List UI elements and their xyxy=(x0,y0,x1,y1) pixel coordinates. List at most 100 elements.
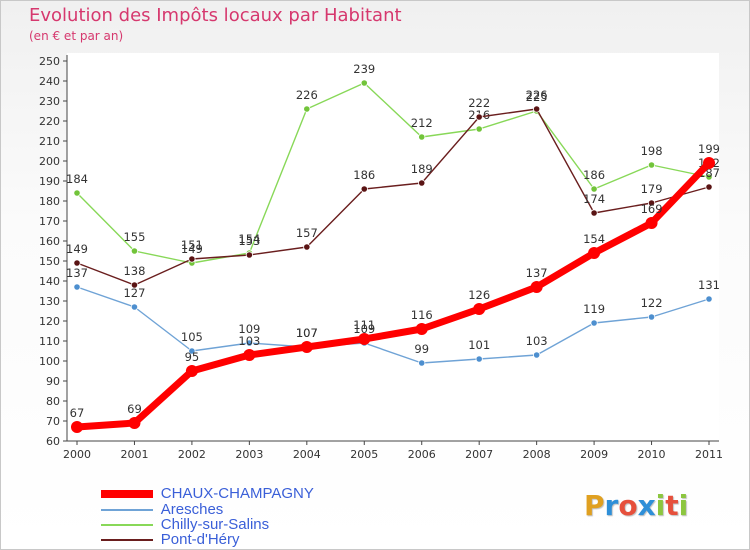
series-line-chaux-champagny xyxy=(73,159,713,431)
x-tick-label: 2010 xyxy=(638,448,666,461)
y-tick-label: 100 xyxy=(39,355,60,368)
data-label: 155 xyxy=(123,230,145,244)
data-point xyxy=(130,281,139,289)
legend-swatch xyxy=(101,508,153,511)
series-line-chilly-sur-salins xyxy=(76,82,710,264)
data-point xyxy=(73,283,81,291)
data-label: 184 xyxy=(66,172,88,186)
data-point xyxy=(533,351,541,359)
data-label: 101 xyxy=(468,338,490,352)
data-label: 69 xyxy=(127,402,142,416)
x-tick-label: 2008 xyxy=(523,448,551,461)
y-tick-label: 230 xyxy=(39,95,60,108)
data-point xyxy=(360,79,368,87)
legend-label: Pont-d'Héry xyxy=(160,531,240,548)
x-tick-label: 2006 xyxy=(408,448,436,461)
data-point xyxy=(533,105,541,113)
series-line-pont-d-h-ry xyxy=(76,108,710,286)
data-point xyxy=(590,209,598,217)
logo-letter: o xyxy=(618,489,638,522)
data-point xyxy=(475,125,483,133)
data-point xyxy=(128,417,141,429)
data-point xyxy=(188,347,196,355)
data-label: 131 xyxy=(698,278,720,292)
data-label: 157 xyxy=(296,226,318,240)
data-point xyxy=(530,281,543,293)
data-point xyxy=(475,113,483,121)
data-point xyxy=(475,355,483,363)
x-tick-label: 2005 xyxy=(350,448,378,461)
y-tick-label: 200 xyxy=(39,155,60,168)
y-tick-label: 80 xyxy=(46,395,60,408)
series-line-aresches xyxy=(76,286,710,364)
data-label: 154 xyxy=(238,232,260,246)
data-label: 138 xyxy=(123,264,145,278)
data-label: 198 xyxy=(641,144,663,158)
x-tick-label: 2007 xyxy=(465,448,493,461)
data-point xyxy=(473,303,486,315)
data-point xyxy=(130,303,139,311)
x-tick-label: 2003 xyxy=(235,448,263,461)
data-label: 103 xyxy=(526,334,548,348)
y-tick-label: 110 xyxy=(39,335,60,348)
data-point xyxy=(590,319,598,327)
data-point xyxy=(73,259,81,267)
y-tick-label: 220 xyxy=(39,115,60,128)
y-tick-label: 250 xyxy=(39,55,60,68)
data-point xyxy=(303,243,311,251)
data-label: 199 xyxy=(698,142,720,156)
data-point xyxy=(590,185,598,193)
legend-swatch xyxy=(101,489,153,498)
data-label: 179 xyxy=(641,182,663,196)
data-label: 154 xyxy=(583,232,605,246)
data-label: 109 xyxy=(238,322,260,336)
chart-subtitle: (en € et par an) xyxy=(29,29,124,43)
data-point xyxy=(647,161,656,169)
legend-item-chilly-sur-salins: Chilly-sur-Salins xyxy=(101,515,269,533)
y-tick-label: 160 xyxy=(39,235,60,248)
logo-letter: P xyxy=(584,489,605,522)
data-label: 99 xyxy=(414,342,429,356)
data-point xyxy=(705,183,713,191)
y-tick-label: 90 xyxy=(46,375,60,388)
x-tick-label: 2011 xyxy=(695,448,723,461)
data-point xyxy=(243,349,256,361)
data-point xyxy=(188,255,196,263)
y-tick-label: 70 xyxy=(46,415,60,428)
data-label: 226 xyxy=(296,88,318,102)
data-point xyxy=(645,217,658,229)
data-label: 103 xyxy=(238,334,260,348)
data-label: 149 xyxy=(181,242,203,256)
data-point xyxy=(71,421,83,433)
data-label: 105 xyxy=(181,330,203,344)
logo-letter: t xyxy=(665,489,679,522)
data-label: 126 xyxy=(468,288,490,302)
data-label: 137 xyxy=(526,266,548,280)
data-point xyxy=(647,313,656,321)
data-label: 119 xyxy=(583,302,605,316)
legend-label: Chilly-sur-Salins xyxy=(160,516,270,533)
proxiti-logo: Proxiti xyxy=(584,489,688,522)
legend-item-pont-d-hery: Pont-d'Héry xyxy=(101,530,240,548)
data-label: 225 xyxy=(526,90,548,104)
data-label: 107 xyxy=(296,326,318,340)
y-tick-label: 130 xyxy=(39,295,60,308)
x-tick-label: 2002 xyxy=(178,448,206,461)
data-point xyxy=(358,333,371,345)
data-label: 95 xyxy=(185,350,200,364)
data-point xyxy=(418,359,426,367)
logo-letter: i xyxy=(678,489,689,522)
logo-letter: r xyxy=(604,489,619,522)
logo-letter: i xyxy=(655,489,666,522)
y-tick-label: 190 xyxy=(39,175,60,188)
data-label: 212 xyxy=(411,116,433,130)
data-label: 149 xyxy=(66,242,88,256)
data-label: 169 xyxy=(641,202,663,216)
y-tick-label: 170 xyxy=(39,215,60,228)
data-label: 226 xyxy=(526,88,548,102)
data-label: 186 xyxy=(353,168,375,182)
plot-area xyxy=(67,53,719,441)
data-point xyxy=(705,173,713,181)
y-tick-label: 150 xyxy=(39,255,60,268)
data-label: 151 xyxy=(181,238,203,252)
